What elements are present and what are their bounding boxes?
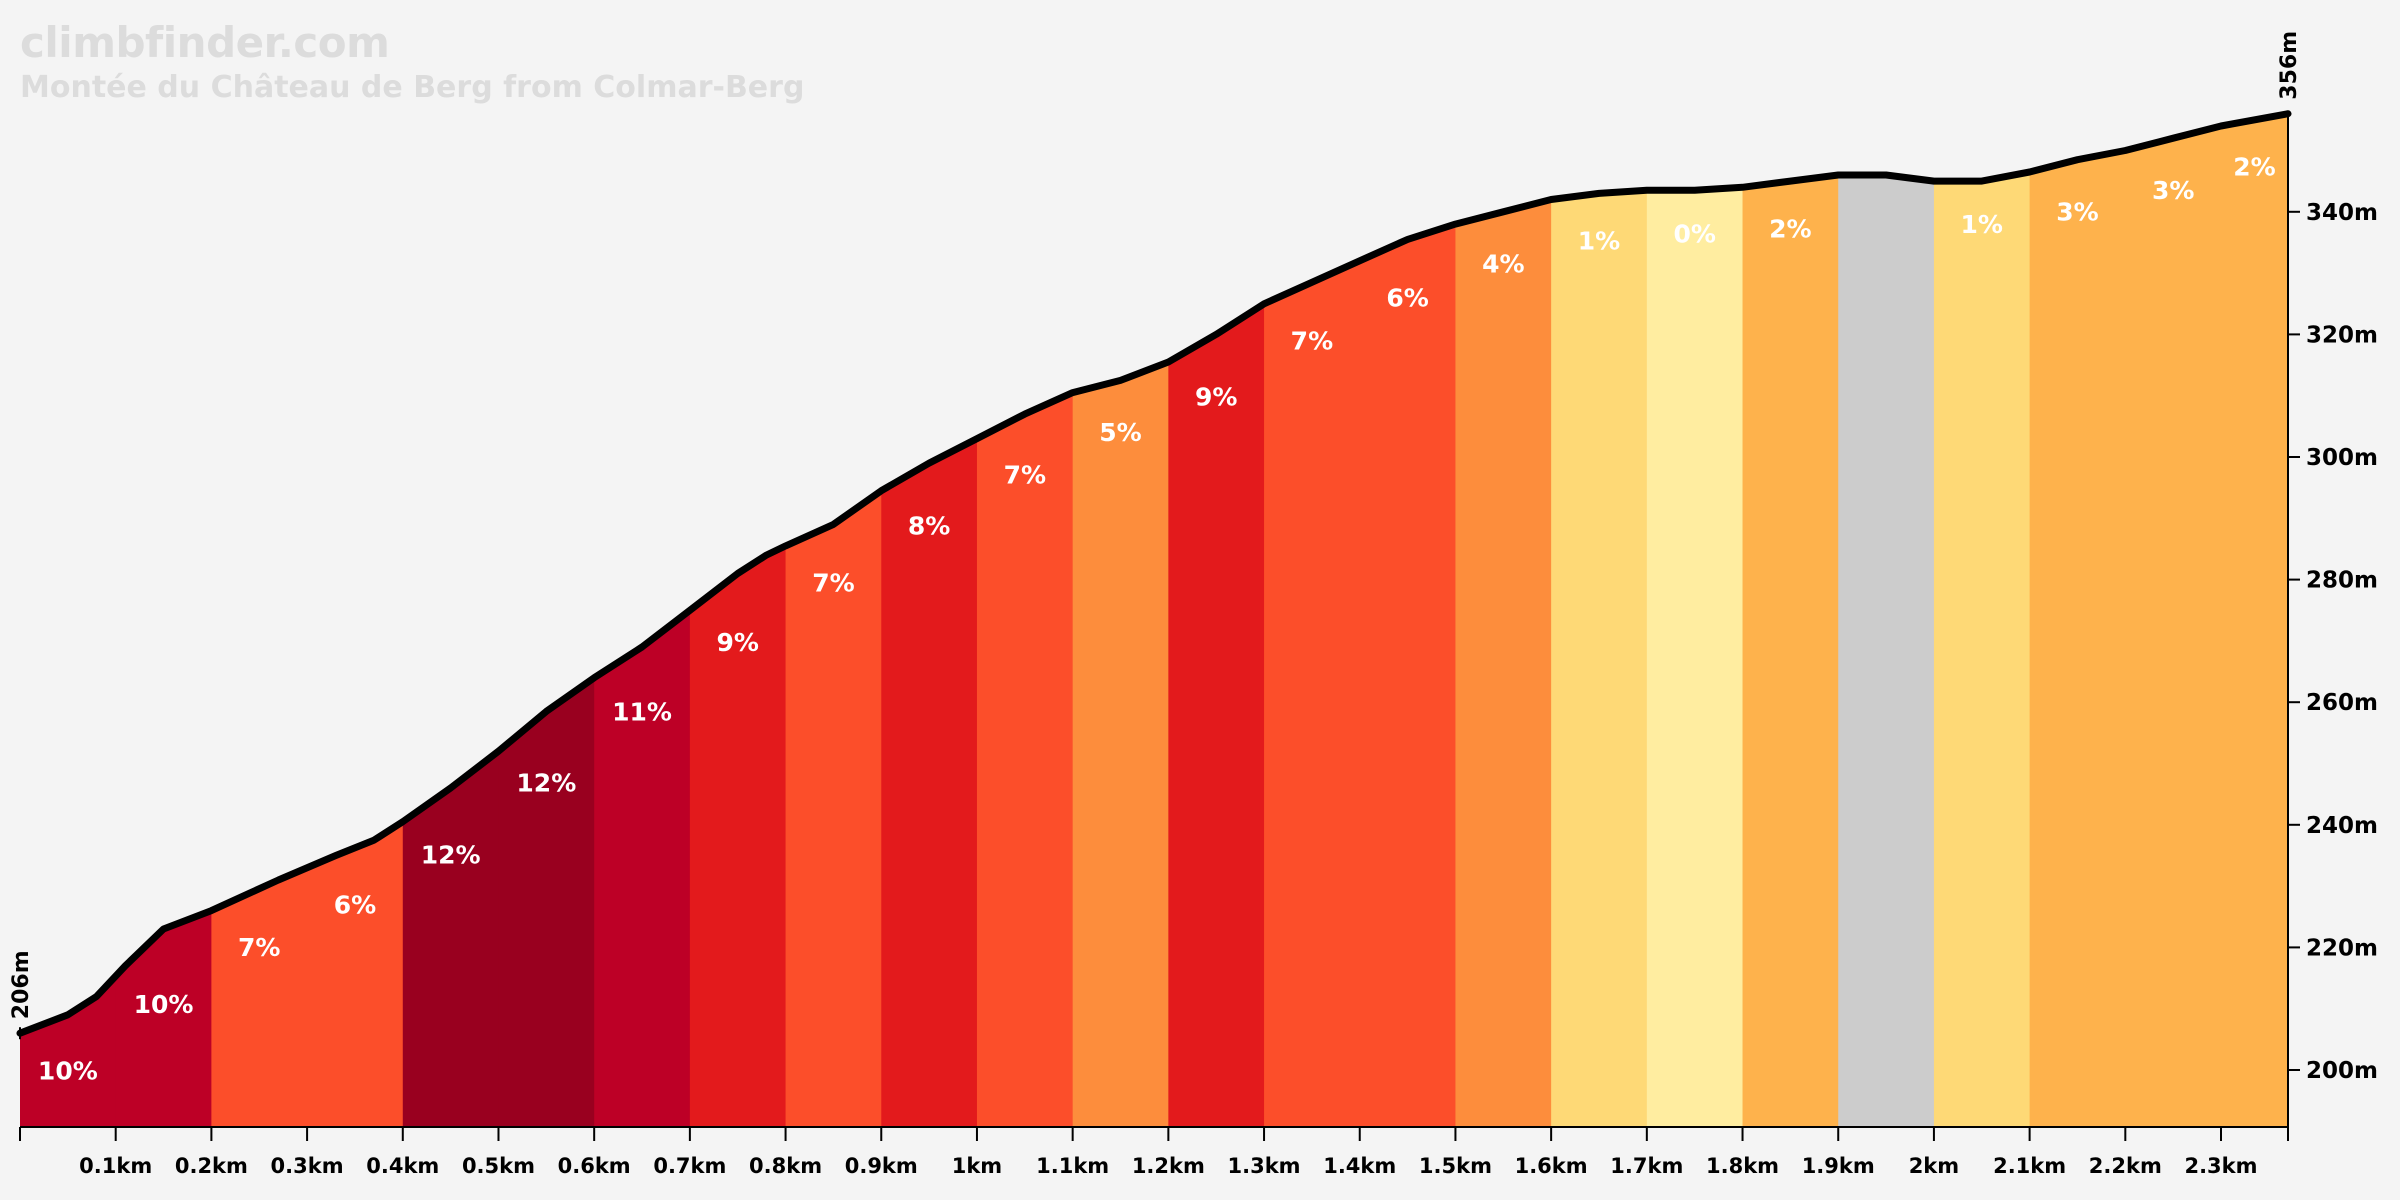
y-axis: 200m 220m 240m 260m 280m 300m 320m 340m	[2287, 113, 2378, 1127]
y-tick-label: 200m	[2306, 1058, 2378, 1084]
x-tick-label: 1.5km	[1419, 1154, 1492, 1178]
x-tick-label: 0.4km	[366, 1154, 439, 1178]
grade-label: 10%	[134, 990, 194, 1019]
x-tick-label: 0.1km	[79, 1154, 152, 1178]
grade-segment	[2221, 113, 2288, 1127]
grade-label: 9%	[716, 628, 758, 657]
chart-title: Montée du Château de Berg from Colmar-Be…	[20, 70, 805, 105]
grade-segment	[1168, 113, 1265, 1127]
grade-segment	[881, 113, 978, 1127]
grade-segment	[1072, 113, 1169, 1127]
x-tick-label: 1.7km	[1610, 1154, 1683, 1178]
grade-labels: 10% 10% 7% 6% 12% 12% 11% 9% 7% 8% 7% 5% 9% 7% 6% 4% 1% 0…	[38, 152, 2276, 1085]
grade-label: 7%	[1004, 460, 1046, 489]
grade-label: 1%	[1961, 210, 2003, 239]
y-tick-label: 280m	[2306, 568, 2378, 594]
grade-label: 7%	[812, 568, 854, 597]
x-tick-label: 1.2km	[1132, 1154, 1205, 1178]
x-tick-label: 1km	[952, 1154, 1002, 1178]
grade-segment	[1455, 113, 1552, 1127]
grade-segment	[1264, 113, 1361, 1127]
x-tick-label: 2km	[1909, 1154, 1959, 1178]
grade-label: 7%	[1291, 326, 1333, 355]
x-tick-label: 1.1km	[1036, 1154, 1109, 1178]
x-tick-label: 0.2km	[175, 1154, 248, 1178]
end-elevation-label: 356m	[2277, 31, 2302, 100]
start-elevation-label: 206m	[9, 950, 34, 1019]
grade-segment	[402, 113, 500, 1127]
grade-segments	[20, 113, 2288, 1127]
grade-label: 2%	[2233, 152, 2275, 181]
grade-label: 2%	[1769, 214, 1811, 243]
brand-watermark: climbfinder.com	[20, 18, 390, 67]
x-tick-label: 1.9km	[1802, 1154, 1875, 1178]
profile-line	[16, 110, 2292, 1037]
grade-label: 9%	[1195, 383, 1237, 412]
grade-segment	[2029, 113, 2126, 1127]
x-tick-label: 1.3km	[1228, 1154, 1301, 1178]
grade-segment	[976, 113, 1074, 1127]
grade-label: 5%	[1099, 418, 1141, 447]
grade-segment	[1838, 113, 1935, 1127]
y-tick-label: 220m	[2306, 935, 2378, 961]
grade-segment	[20, 113, 117, 1127]
grade-label: 4%	[1482, 249, 1524, 278]
grade-label: 10%	[38, 1057, 98, 1086]
grade-label: 3%	[2056, 197, 2098, 226]
grade-label: 1%	[1578, 227, 1620, 256]
grade-label: 12%	[421, 841, 481, 870]
grade-label: 8%	[908, 511, 950, 540]
grade-segment	[785, 113, 882, 1127]
x-tick-label: 0.8km	[749, 1154, 822, 1178]
y-tick-label: 300m	[2306, 445, 2378, 471]
grade-label: 0%	[1673, 219, 1715, 248]
grade-segment	[1933, 113, 2031, 1127]
x-tick-label: 0.3km	[271, 1154, 344, 1178]
grade-label: 6%	[1386, 283, 1428, 312]
x-tick-label: 1.4km	[1323, 1154, 1396, 1178]
grade-segment	[594, 113, 691, 1127]
grade-label: 6%	[334, 891, 376, 920]
grade-label: 7%	[238, 933, 280, 962]
x-tick-label: 2.2km	[2089, 1154, 2162, 1178]
y-tick-label: 340m	[2306, 200, 2378, 226]
x-tick-label: 1.8km	[1706, 1154, 1779, 1178]
grade-segment	[2125, 113, 2222, 1127]
y-tick-label: 320m	[2306, 322, 2378, 348]
endpoint-labels: 206m 356m	[9, 31, 2302, 1040]
grade-label: 11%	[612, 697, 672, 726]
grade-segment	[1359, 113, 1457, 1127]
x-tick-label: 0.5km	[462, 1154, 535, 1178]
grade-segment	[1646, 113, 1744, 1127]
grade-segment	[307, 113, 404, 1127]
x-axis: 0.1km 0.2km 0.3km 0.4km 0.5km 0.6km 0.7km 0.8km…	[19, 1126, 2289, 1178]
y-tick-label: 240m	[2306, 813, 2378, 839]
grade-segment	[689, 113, 787, 1127]
x-tick-label: 0.7km	[653, 1154, 726, 1178]
x-tick-label: 0.9km	[845, 1154, 918, 1178]
grade-segment	[498, 113, 595, 1127]
grade-label: 12%	[516, 768, 576, 797]
x-tick-label: 0.6km	[558, 1154, 631, 1178]
grade-segment	[1551, 113, 1648, 1127]
grade-label: 3%	[2152, 176, 2194, 205]
y-tick-label: 260m	[2306, 690, 2378, 716]
x-tick-label: 2.3km	[2184, 1154, 2257, 1178]
grade-segment	[1742, 113, 1839, 1127]
x-tick-label: 1.6km	[1515, 1154, 1588, 1178]
x-tick-label: 2.1km	[1993, 1154, 2066, 1178]
